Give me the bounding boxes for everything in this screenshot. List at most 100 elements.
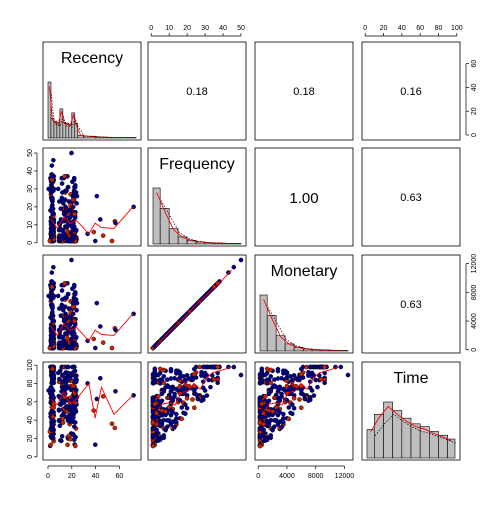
scatter-point [110,422,114,426]
scatter-point [57,306,61,310]
scatter-point [72,319,76,323]
scatter-point [308,395,312,399]
tick-label: 100 [27,359,34,371]
scatter-point [261,434,265,438]
scatter-point [70,180,74,184]
tick-label: 0 [27,241,34,245]
scatter-point [315,385,319,389]
scatter-point [66,378,70,382]
scatter-point [258,421,262,425]
scatter-point [49,386,53,390]
histogram-bar [402,418,411,458]
panel-recency-recency: Recency [43,42,141,140]
histogram-bar [160,208,169,244]
scatter-point [73,378,77,382]
histogram-bar [63,122,66,138]
scatter-point [50,178,54,182]
scatter-point [276,376,280,380]
scatter-point [101,341,105,345]
scatter-point [72,404,76,408]
panel-monetary-recency [43,255,141,353]
scatter-point [290,403,294,407]
scatter-point [59,314,63,318]
tick-label: 0 [471,348,478,352]
panel-time-time: Time [362,362,460,460]
scatter-point [63,281,67,285]
histogram-bar [178,237,187,244]
scatter-point [61,417,65,421]
scatter-point [50,226,54,230]
scatter-point [59,335,63,339]
scatter-point [92,337,96,341]
tick-label: 30 [201,25,209,32]
scatter-point [63,205,67,209]
scatter-point [260,402,264,406]
tick-label: 20 [380,25,388,32]
scatter-point [167,418,171,422]
scatter-point [68,323,72,327]
scatter-point [57,199,61,203]
scatter-point [73,183,77,187]
scatter-point [72,433,76,437]
scatter-point [153,379,157,383]
scatter-point [60,181,64,185]
scatter-point [290,378,294,382]
scatter-point [71,301,75,305]
scatter-point [50,434,54,438]
scatter-point [72,438,76,442]
scatter-point [72,425,76,429]
tick-label: 20 [471,107,478,115]
scatter-point [207,378,211,382]
scatter-point [75,194,79,198]
histogram-bar [169,229,178,244]
scatter-point [58,438,62,442]
scatter-point [265,367,269,371]
tick-label: 10 [27,221,34,229]
scatter-point [153,416,157,420]
scatter-point [113,426,117,430]
histogram-bar [429,431,438,458]
histogram-bar [72,113,75,138]
scatter-point [232,365,236,369]
scatter-point [156,373,160,377]
scatter-point [58,424,62,428]
scatter-point [74,228,78,232]
scatter-point [261,428,265,432]
scatter-point [269,388,273,392]
scatter-point [314,378,318,382]
tick-label: 20 [27,203,34,211]
scatter-point [192,389,196,393]
variable-label: Recency [61,50,123,67]
tick-label: 12000 [335,473,355,480]
scatter-point [65,443,69,447]
scatter-point [171,387,175,391]
scatter-point [56,371,60,375]
scatter-point [71,194,75,198]
scatter-point [63,312,67,316]
scatter-point [181,411,185,415]
scatter-point [310,371,314,375]
histogram-bar [393,411,402,458]
scatter-point [68,216,72,220]
tick-label: 20 [183,25,191,32]
scatter-point [92,230,96,234]
scatter-point [52,410,56,414]
scatter-point [151,372,155,376]
histogram-bar [276,336,285,351]
scatter-point [67,434,71,438]
scatter-point [285,370,289,374]
correlation-value: 0.63 [400,192,421,204]
panel-recency-monetary: 0.18 [255,42,353,140]
scatter-point [98,217,102,221]
scatter-point [346,373,350,377]
scatter-point [49,392,53,396]
scatter-point [154,428,158,432]
scatter-point [50,314,54,318]
tick-label: 60 [27,398,34,406]
scatter-point [51,375,55,379]
scatter-point [50,367,54,371]
scatter-point [196,397,200,401]
